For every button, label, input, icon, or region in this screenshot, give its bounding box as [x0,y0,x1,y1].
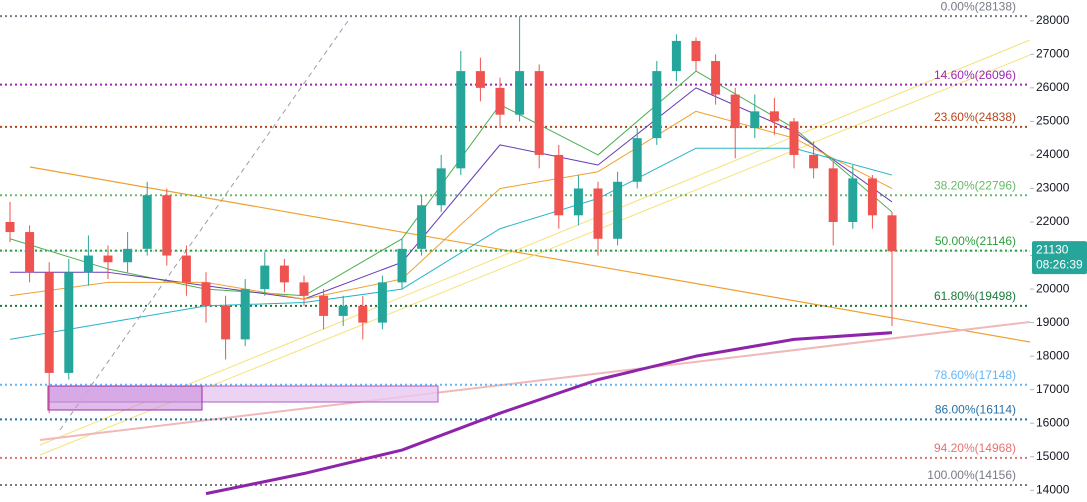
zone-box [47,385,203,411]
fib-label: 23.60%(24838) [934,110,1016,124]
candle-body [495,87,505,115]
drawings [29,17,1030,456]
y-tick-label: 19000 [1036,315,1070,329]
moving-averages [9,70,893,496]
y-tick-label: 24000 [1036,147,1070,161]
candle-body [417,205,427,249]
last-price: 21130 [1036,242,1069,256]
candle-body [162,195,172,256]
fib-label: 0.00%(28138) [941,0,1016,13]
candle-body [573,188,583,216]
candle-body [534,71,544,155]
candles [5,16,897,414]
fib-label: 38.20%(22796) [934,178,1016,192]
candle-body [44,272,54,373]
candle-body [632,138,642,182]
y-tick-label: 26000 [1036,80,1070,94]
y-tick-label: 14000 [1036,482,1070,496]
candle-body [299,282,309,296]
fib-levels: 0.00%(28138) 14.60%(26096) 23.60%(24838) 38… [0,0,1030,487]
y-tick-label: 22000 [1036,214,1070,228]
candle-body [652,71,662,139]
candle-body [123,248,133,263]
candle-body [5,222,15,233]
candle-body [377,282,387,323]
moving-average [9,110,893,300]
candle-body [711,61,721,95]
y-tick-label: 15000 [1036,449,1070,463]
fib-label: 14.60%(26096) [934,68,1016,82]
candle-body [613,181,623,239]
candle-body [867,178,877,216]
candle-body [554,154,564,216]
candle-body [358,305,368,323]
fib-label: 61.80%(19498) [934,289,1016,303]
y-tick-label: 20000 [1036,281,1070,295]
candle-body [103,255,113,263]
price-axis: 1400015000160001700018000190002000021000… [0,13,1087,496]
y-tick-label: 16000 [1036,415,1070,429]
candle-body [201,282,211,306]
candle-body [769,111,779,122]
fib-label: 94.20%(14968) [934,441,1016,455]
fib-label: 100.00%(14156) [927,468,1016,482]
candle-body [515,71,525,115]
y-tick-label: 27000 [1036,46,1070,60]
candle-body [691,40,701,62]
candle-body [279,265,289,283]
candle-body [338,305,348,316]
y-tick-label: 25000 [1036,114,1070,128]
moving-average [10,87,893,300]
candle-body [730,94,740,129]
moving-average [9,70,893,297]
trend-line [39,39,1030,446]
last-price-box [1032,241,1087,275]
candle-body [142,195,152,249]
moving-average [205,331,893,496]
candle-body [475,71,485,88]
y-tick-label: 17000 [1036,382,1070,396]
candle-body [809,154,819,169]
trend-line [59,17,351,431]
moving-average [9,147,893,340]
fib-label: 50.00%(21146) [935,234,1016,248]
candle-body [319,295,329,316]
candle-body [240,289,250,340]
y-tick-label: 28000 [1036,13,1070,27]
candle-body [25,232,35,273]
y-tick-label: 18000 [1036,348,1070,362]
candle-body [221,305,231,340]
candle-body [456,71,466,169]
candle-body [181,255,191,283]
candle-body [436,168,446,206]
candle-body [671,40,681,72]
candle-body [887,215,897,252]
y-tick-label: 23000 [1036,181,1070,195]
countdown: 08:26:39 [1036,257,1083,271]
candle-body [260,265,270,290]
fib-label: 86.00%(16114) [935,403,1016,417]
candle-body [828,168,838,223]
candle-body [593,188,603,239]
candle-body [64,272,74,373]
candle-body [848,178,858,223]
candle-body [750,111,760,129]
candle-body [397,248,407,283]
trend-line [39,321,1030,441]
candle-body [789,121,799,155]
fib-label: 78.60%(17148) [934,368,1016,382]
candle-body [83,255,93,273]
